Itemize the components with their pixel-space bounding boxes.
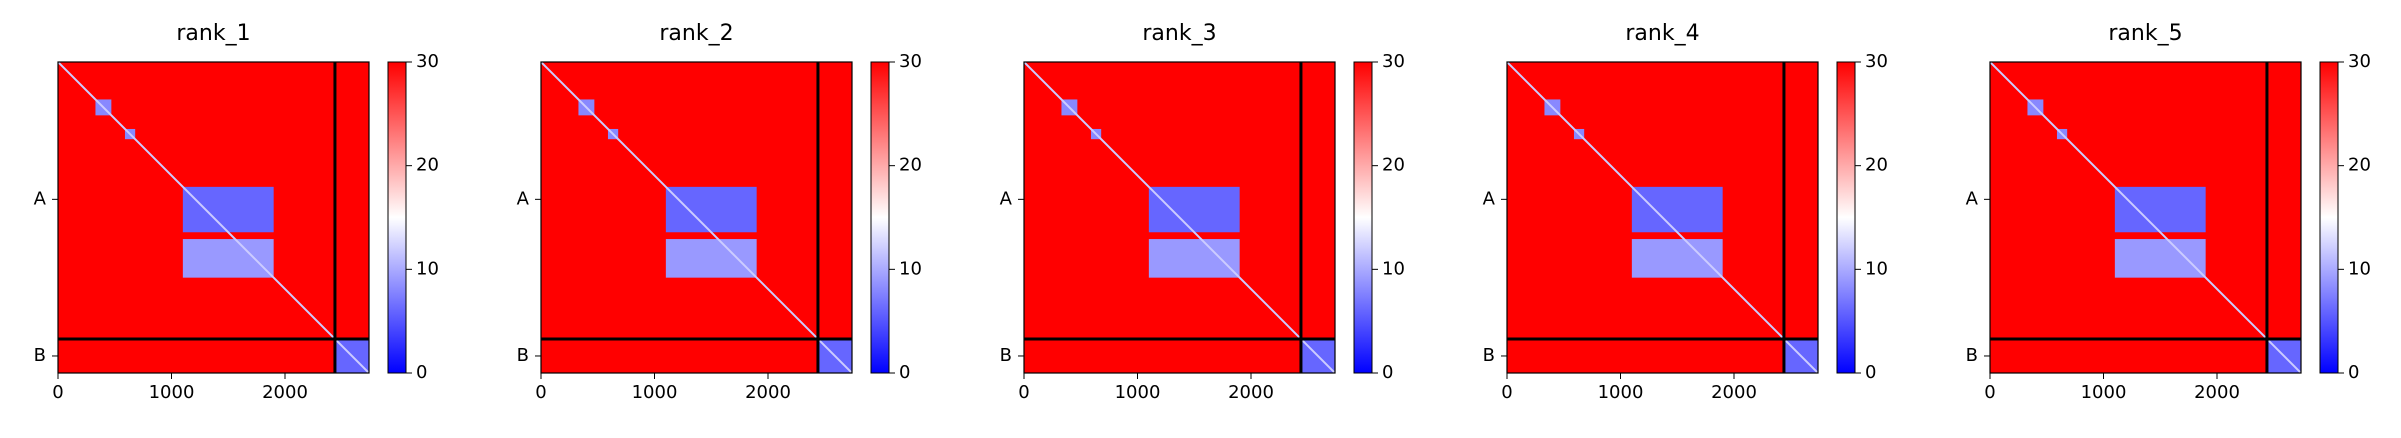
colorbar	[2319, 61, 2339, 374]
colorbar	[1353, 61, 1373, 374]
colorbar	[387, 61, 407, 374]
heatmap-cell	[1631, 239, 1723, 278]
y-tick-label: B	[1483, 345, 1495, 366]
heatmap-cell	[1148, 186, 1240, 233]
diagonal	[1990, 62, 2301, 373]
x-tick-label: 0	[1501, 382, 1512, 403]
y-tick-label: A	[1000, 188, 1013, 209]
x-tick-label: 1000	[149, 382, 195, 403]
colorbar-tick-label: 20	[2348, 155, 2371, 176]
colorbar-tick-label: 0	[899, 362, 910, 383]
y-tick-label: B	[1000, 345, 1012, 366]
colorbar-tick-label: 10	[416, 258, 439, 279]
x-tick-label: 2000	[2194, 382, 2240, 403]
heatmap-cell	[182, 239, 274, 278]
colorbar-tick-label: 0	[2348, 362, 2359, 383]
axes-frame	[1989, 61, 2302, 374]
y-tick-label: A	[1966, 188, 1979, 209]
colorbar-tick-label: 30	[1865, 51, 1888, 72]
heatmap	[1990, 62, 2301, 373]
colorbar	[1836, 61, 1856, 374]
colorbar-tick-label: 10	[1865, 258, 1888, 279]
y-tick-label: B	[517, 345, 529, 366]
x-tick-label: 2000	[1228, 382, 1274, 403]
y-tick-label: A	[517, 188, 530, 209]
x-tick-label: 0	[1984, 382, 1995, 403]
diagonal	[1024, 62, 1335, 373]
colorbar-tick-label: 30	[416, 51, 439, 72]
colorbar-tick-label: 20	[899, 155, 922, 176]
colorbar	[870, 61, 890, 374]
chart-title: rank_5	[2108, 21, 2182, 46]
y-tick-label: A	[1483, 188, 1496, 209]
heatmap-cell	[1631, 186, 1723, 233]
x-tick-label: 0	[52, 382, 63, 403]
y-tick-label: A	[34, 188, 47, 209]
axes-frame	[57, 61, 370, 374]
colorbar-tick-label: 20	[416, 155, 439, 176]
colorbar-tick-label: 10	[899, 258, 922, 279]
axes-frame	[1023, 61, 1336, 374]
x-tick-label: 1000	[1598, 382, 1644, 403]
heatmap-cell	[1148, 239, 1240, 278]
heatmap-cell	[182, 186, 274, 233]
diagonal	[541, 62, 852, 373]
y-tick-label: B	[1966, 345, 1978, 366]
heatmap	[1507, 62, 1818, 373]
x-tick-label: 0	[1018, 382, 1029, 403]
colorbar-tick-label: 20	[1865, 155, 1888, 176]
heatmap-cell	[665, 186, 757, 233]
diagonal	[1507, 62, 1818, 373]
heatmap-cell	[2114, 186, 2206, 233]
x-tick-label: 2000	[1711, 382, 1757, 403]
diagonal	[58, 62, 369, 373]
heatmap-cell	[665, 239, 757, 278]
heatmap	[58, 62, 369, 373]
colorbar-tick-label: 20	[1382, 155, 1405, 176]
chart-title: rank_1	[176, 21, 250, 46]
x-tick-label: 1000	[1115, 382, 1161, 403]
axes-frame	[540, 61, 853, 374]
heatmap	[1024, 62, 1335, 373]
x-tick-label: 1000	[632, 382, 678, 403]
colorbar-tick-label: 0	[1382, 362, 1393, 383]
heatmap-cell	[2114, 239, 2206, 278]
colorbar-tick-label: 30	[1382, 51, 1405, 72]
chart-title: rank_4	[1625, 21, 1699, 46]
heatmap	[541, 62, 852, 373]
colorbar-tick-label: 30	[899, 51, 922, 72]
colorbar-tick-label: 0	[416, 362, 427, 383]
y-tick-label: B	[34, 345, 46, 366]
colorbar-tick-label: 30	[2348, 51, 2371, 72]
x-tick-label: 2000	[262, 382, 308, 403]
colorbar-tick-label: 10	[2348, 258, 2371, 279]
colorbar-tick-label: 10	[1382, 258, 1405, 279]
x-tick-label: 0	[535, 382, 546, 403]
colorbar-tick-label: 0	[1865, 362, 1876, 383]
chart-title: rank_3	[1142, 21, 1216, 46]
x-tick-label: 1000	[2081, 382, 2127, 403]
axes-frame	[1506, 61, 1819, 374]
x-tick-label: 2000	[745, 382, 791, 403]
chart-title: rank_2	[659, 21, 733, 46]
